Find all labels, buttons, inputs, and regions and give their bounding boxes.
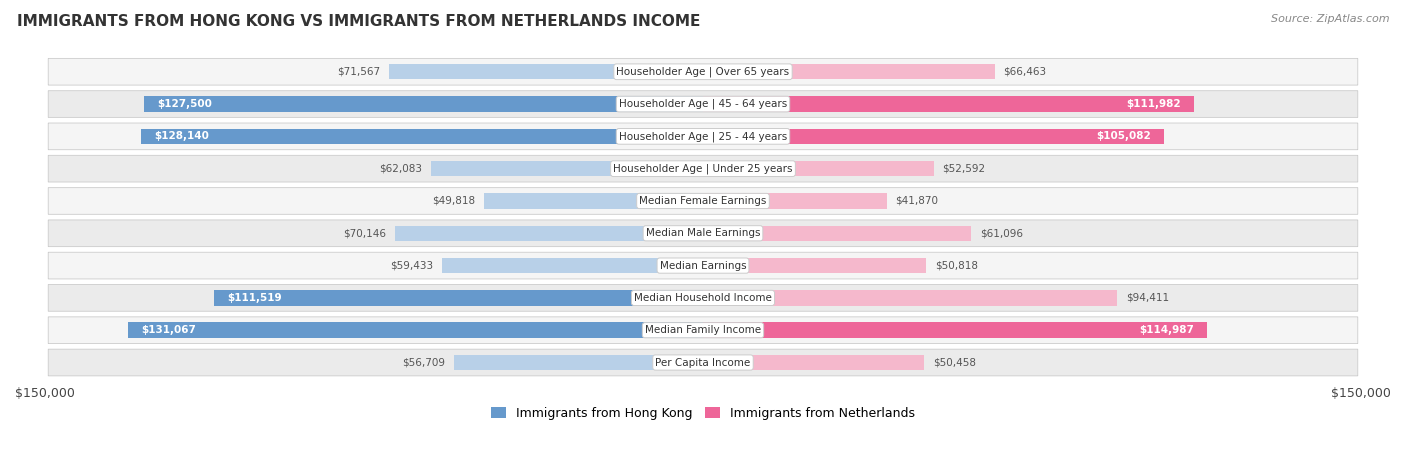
Bar [128, 322, 703, 338]
Text: $56,709: $56,709 [402, 358, 446, 368]
Text: Median Household Income: Median Household Income [634, 293, 772, 303]
Bar [703, 355, 924, 370]
Bar [443, 258, 703, 273]
FancyBboxPatch shape [48, 156, 1358, 182]
FancyBboxPatch shape [48, 58, 1358, 85]
Text: $70,146: $70,146 [343, 228, 387, 238]
Text: $111,519: $111,519 [226, 293, 281, 303]
Text: Per Capita Income: Per Capita Income [655, 358, 751, 368]
Bar [703, 193, 887, 209]
FancyBboxPatch shape [48, 349, 1358, 376]
Text: $105,082: $105,082 [1097, 131, 1152, 142]
Text: $41,870: $41,870 [896, 196, 938, 206]
FancyBboxPatch shape [48, 188, 1358, 214]
FancyBboxPatch shape [48, 220, 1358, 247]
Text: Householder Age | 25 - 44 years: Householder Age | 25 - 44 years [619, 131, 787, 142]
Bar [703, 322, 1208, 338]
Text: $131,067: $131,067 [141, 325, 195, 335]
Bar [454, 355, 703, 370]
Bar [485, 193, 703, 209]
Text: $66,463: $66,463 [1004, 67, 1046, 77]
Text: Source: ZipAtlas.com: Source: ZipAtlas.com [1271, 14, 1389, 24]
Text: Householder Age | Under 25 years: Householder Age | Under 25 years [613, 163, 793, 174]
Legend: Immigrants from Hong Kong, Immigrants from Netherlands: Immigrants from Hong Kong, Immigrants fr… [486, 402, 920, 425]
Bar [395, 226, 703, 241]
Bar [703, 161, 934, 177]
Text: Median Male Earnings: Median Male Earnings [645, 228, 761, 238]
Bar [141, 128, 703, 144]
Bar [143, 96, 703, 112]
Text: Median Earnings: Median Earnings [659, 261, 747, 270]
Text: $114,987: $114,987 [1139, 325, 1194, 335]
Text: $71,567: $71,567 [337, 67, 380, 77]
Text: Median Female Earnings: Median Female Earnings [640, 196, 766, 206]
Bar [703, 96, 1194, 112]
Text: $61,096: $61,096 [980, 228, 1022, 238]
FancyBboxPatch shape [48, 123, 1358, 150]
Text: $62,083: $62,083 [378, 163, 422, 174]
FancyBboxPatch shape [48, 91, 1358, 117]
FancyBboxPatch shape [48, 284, 1358, 311]
Bar [703, 290, 1118, 306]
Text: $50,458: $50,458 [934, 358, 976, 368]
Text: $50,818: $50,818 [935, 261, 977, 270]
Text: $59,433: $59,433 [391, 261, 433, 270]
Bar [430, 161, 703, 177]
Bar [389, 64, 703, 79]
FancyBboxPatch shape [48, 317, 1358, 344]
Bar [703, 128, 1164, 144]
FancyBboxPatch shape [48, 252, 1358, 279]
Text: Householder Age | 45 - 64 years: Householder Age | 45 - 64 years [619, 99, 787, 109]
Text: $127,500: $127,500 [157, 99, 212, 109]
Text: $111,982: $111,982 [1126, 99, 1181, 109]
Text: $49,818: $49,818 [433, 196, 475, 206]
Bar [703, 226, 972, 241]
Text: $52,592: $52,592 [942, 163, 986, 174]
Bar [703, 258, 927, 273]
Text: IMMIGRANTS FROM HONG KONG VS IMMIGRANTS FROM NETHERLANDS INCOME: IMMIGRANTS FROM HONG KONG VS IMMIGRANTS … [17, 14, 700, 29]
Text: $94,411: $94,411 [1126, 293, 1168, 303]
Text: $128,140: $128,140 [155, 131, 209, 142]
Bar [214, 290, 703, 306]
Bar [703, 64, 994, 79]
Text: Householder Age | Over 65 years: Householder Age | Over 65 years [616, 66, 790, 77]
Text: Median Family Income: Median Family Income [645, 325, 761, 335]
